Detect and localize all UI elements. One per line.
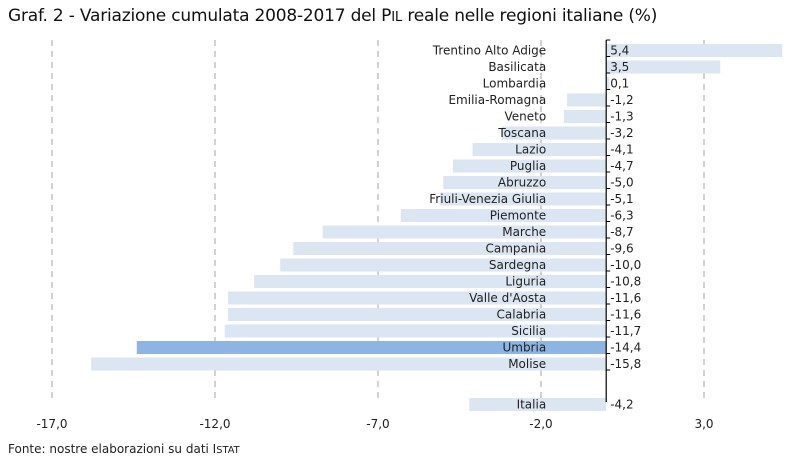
value-label: -3,2 [610,126,633,140]
value-label: -14,4 [610,341,641,355]
value-label: -10,8 [610,275,641,289]
value-label: 0,1 [610,77,629,91]
x-tick-labels: -17,0 -12,0 -7,0 -2,0 3,0 [36,417,713,431]
value-label: 3,5 [610,60,629,74]
category-label: Friuli-Venezia Giulia [429,192,546,206]
category-labels: Trentino Alto Adige Basilicata Lombardia Em… [429,44,546,412]
bar [452,159,607,173]
bar [443,176,607,189]
value-label: -4,7 [610,159,633,173]
bar [606,77,610,90]
category-label: Marche [502,225,546,239]
bar [606,44,783,57]
category-label: Molise [508,357,546,371]
category-label: Trentino Alto Adige [432,44,546,58]
category-label: Sicilia [511,324,546,338]
value-label: -5,1 [610,192,633,206]
value-label: -1,3 [610,110,633,124]
bar [472,143,607,156]
category-label: Veneto [504,110,546,124]
category-label: Emilia-Romagna [448,93,546,107]
category-label: Italia [517,398,547,412]
bars-group [91,44,783,411]
category-label: Liguria [505,275,546,289]
bar [563,110,607,123]
bar [280,258,607,272]
category-label: Umbria [502,341,546,355]
bar [228,308,607,321]
value-label: -11,6 [610,308,641,322]
bar [400,209,607,222]
x-tick-label: -2,0 [529,417,552,431]
value-label: -1,2 [610,93,633,107]
source-note: Fonte: nostre elaborazioni su dati ISTAT [8,442,240,456]
bar [439,192,607,206]
value-label: -11,7 [610,324,641,338]
value-label: -5,0 [610,176,633,190]
value-label: -6,3 [610,209,633,223]
category-label: Abruzzo [498,176,546,190]
category-label: Valle d'Aosta [469,291,546,305]
category-label: Calabria [497,308,547,322]
bar [91,357,607,371]
category-label: Sardegna [489,258,546,272]
bar [228,291,607,305]
category-label: Basilicata [488,60,546,74]
zero-axis [605,39,611,402]
value-label: -10,0 [610,258,641,272]
value-label: -4,1 [610,143,633,157]
source-smallcaps: STAT [216,445,240,456]
value-label: -4,2 [610,398,633,412]
x-tick-label: -7,0 [366,417,389,431]
chart-title-tail: reale nelle regioni italiane (%) [402,6,658,26]
bar [606,60,721,74]
category-label: Lombardia [483,77,547,91]
chart-title: Graf. 2 - Variazione cumulata 2008-2017 … [8,6,657,26]
value-label: -11,6 [610,291,641,305]
value-label: -8,7 [610,225,633,239]
category-label: Piemonte [490,209,546,223]
value-labels: 5,4 3,5 0,1 -1,2 -1,3 -3,2 -4,1 -4,7 -5,0 -5,1 -6,… [610,44,641,412]
category-label: Campania [486,242,547,256]
bar [254,275,607,288]
category-label: Toscana [497,126,546,140]
category-label: Lazio [515,143,546,157]
source-main: Fonte: nostre elaborazioni su dati I [8,442,217,456]
x-tick-label: -17,0 [36,417,67,431]
bar [224,324,607,338]
x-tick-label: 3,0 [694,417,713,431]
value-label: 5,4 [610,44,629,58]
x-tick-label: -12,0 [199,417,230,431]
bar [567,93,607,107]
bar [501,126,607,140]
bar [293,242,607,255]
chart-title-smallcaps: IL [391,10,403,25]
chart-title-main: Graf. 2 - Variazione cumulata 2008-2017 … [8,6,392,26]
value-label: -15,8 [610,357,641,371]
bar [136,341,607,354]
category-label: Puglia [510,159,546,173]
bar [322,225,607,239]
value-label: -9,6 [610,242,633,256]
bar [469,398,607,411]
